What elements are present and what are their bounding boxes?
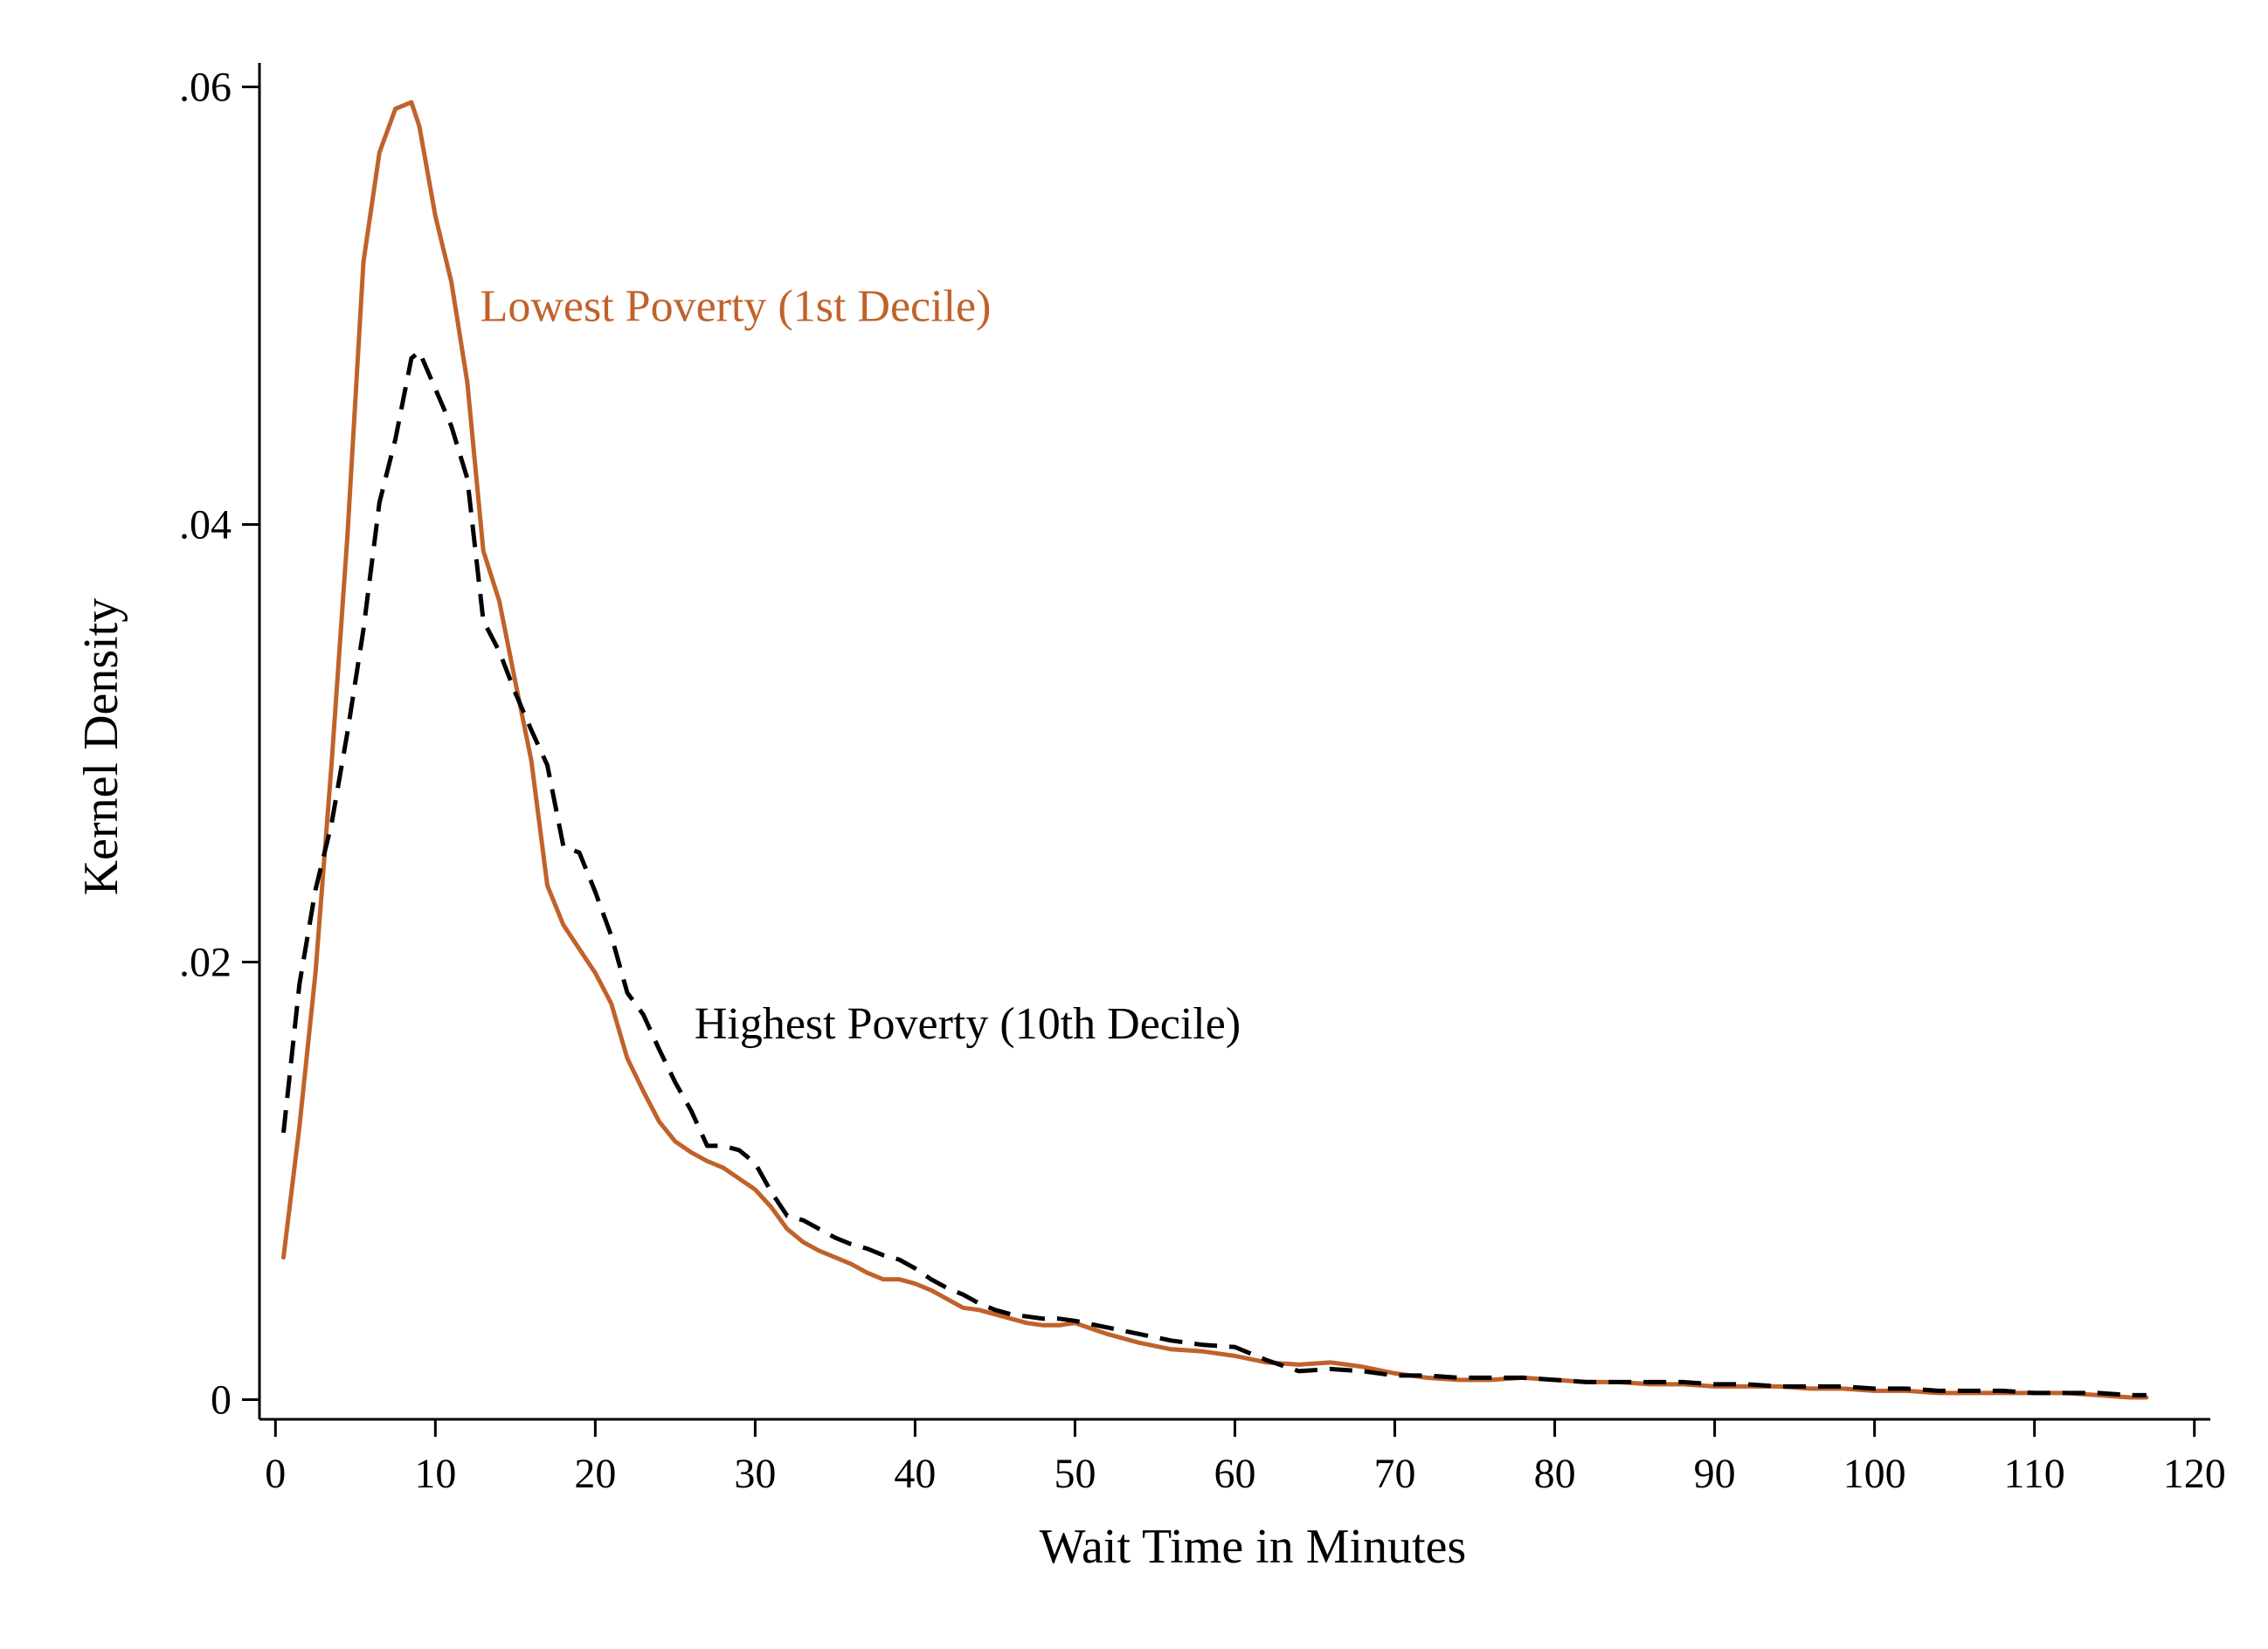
y-ticks: 0 .02 .04 .06 [179, 65, 259, 1423]
x-tick-label: 50 [1054, 1451, 1096, 1497]
series-layer [281, 100, 2149, 1400]
x-tick-label: 10 [414, 1451, 456, 1497]
y-tick-label: .04 [179, 502, 232, 549]
x-tick-label: 20 [574, 1451, 616, 1497]
annotation-layer: Lowest Poverty (1st Decile) Highest Pover… [481, 282, 1241, 1050]
x-tick-label: 90 [1694, 1451, 1736, 1497]
y-tick-label: .06 [179, 65, 232, 111]
x-tick-label: 70 [1374, 1451, 1416, 1497]
x-ticks: 0 10 20 30 40 50 60 70 80 90 100 110 120 [265, 1419, 2226, 1497]
axes: 0 10 20 30 40 50 60 70 80 90 100 110 120 0 .02 .04 .06 [179, 63, 2226, 1497]
x-tick-label: 30 [734, 1451, 776, 1497]
series-line-highest-poverty [281, 349, 2147, 1397]
x-tick-label: 100 [1843, 1451, 1906, 1497]
x-tick-label: 60 [1214, 1451, 1256, 1497]
x-tick-label: 110 [2004, 1451, 2065, 1497]
y-tick-label: .02 [179, 939, 232, 985]
x-tick-label: 120 [2163, 1451, 2226, 1497]
x-axis-title: Wait Time in Minutes [1040, 1520, 1467, 1574]
x-tick-label: 80 [1534, 1451, 1576, 1497]
y-tick-label: 0 [211, 1376, 232, 1423]
y-axis-title: Kernel Density [74, 598, 128, 896]
annotation-highest-poverty: Highest Poverty (10th Decile) [695, 999, 1241, 1049]
x-tick-label: 40 [894, 1451, 936, 1497]
x-tick-label: 0 [265, 1451, 286, 1497]
annotation-lowest-poverty: Lowest Poverty (1st Decile) [481, 282, 992, 332]
